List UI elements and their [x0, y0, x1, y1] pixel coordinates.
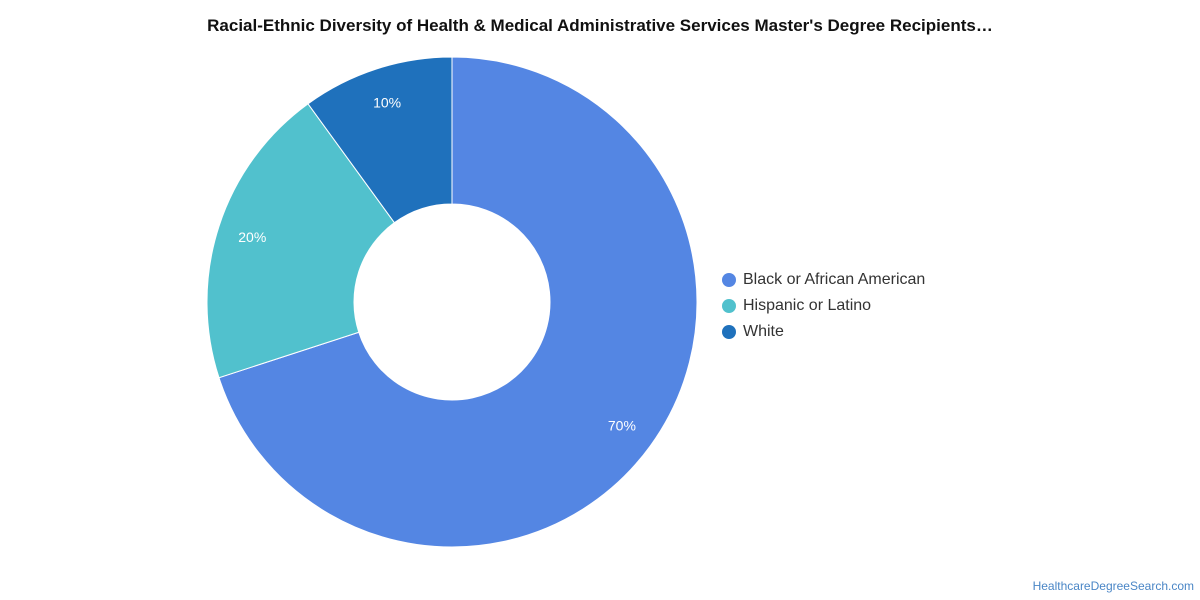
legend-label: Black or African American — [743, 271, 926, 288]
legend: Black or African American Hispanic or La… — [722, 267, 925, 345]
legend-item-hispanic-or-latino[interactable]: Hispanic or Latino — [722, 293, 925, 319]
slice-value-label: 70% — [608, 417, 636, 433]
slice-white[interactable] — [307, 56, 453, 224]
slice-hispanic-or-latino[interactable] — [206, 103, 396, 379]
source-link[interactable]: HealthcareDegreeSearch.com — [1032, 579, 1194, 593]
chart-title: Racial-Ethnic Diversity of Health & Medi… — [207, 16, 993, 35]
legend-label: White — [743, 323, 784, 340]
legend-item-white[interactable]: White — [722, 319, 925, 345]
slice-black-or-african-american[interactable] — [218, 56, 698, 548]
legend-swatch — [722, 273, 736, 287]
slice-value-label: 20% — [238, 229, 266, 245]
legend-item-black-or-african-american[interactable]: Black or African American — [722, 267, 925, 293]
slice-value-label: 10% — [373, 94, 401, 110]
legend-label: Hispanic or Latino — [743, 297, 872, 314]
legend-swatch — [722, 325, 736, 339]
legend-swatch — [722, 299, 736, 313]
